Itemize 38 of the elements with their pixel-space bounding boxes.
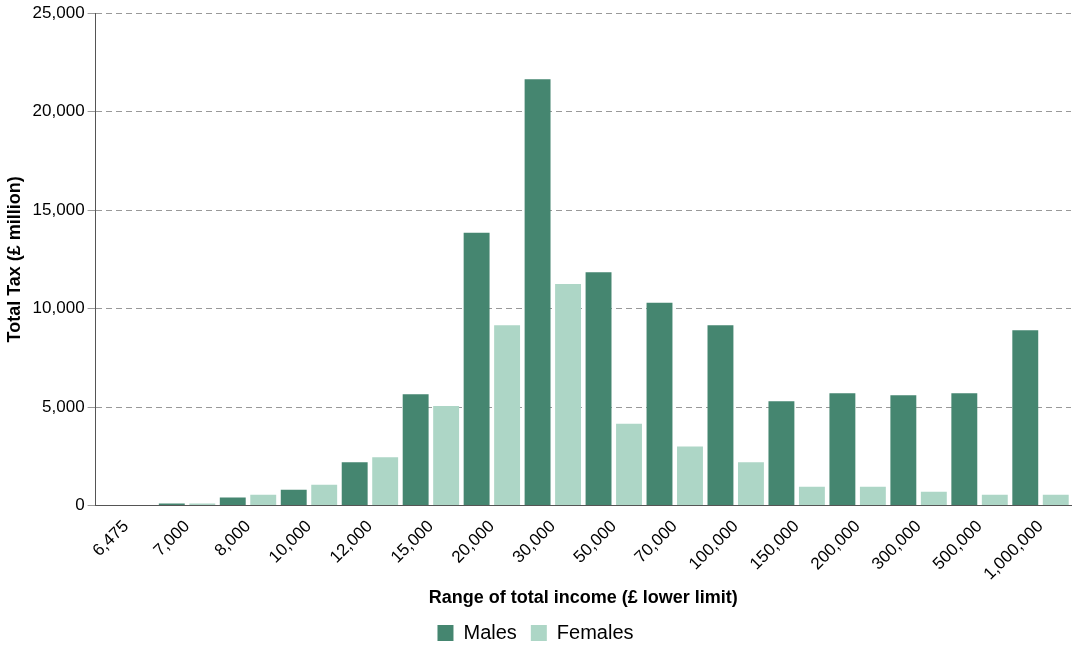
bar (646, 302, 673, 505)
bar (585, 272, 612, 505)
bar (1012, 330, 1039, 505)
y-tick-label: 5,000 (42, 396, 85, 416)
bar (1042, 494, 1069, 505)
bar (463, 232, 490, 505)
bar (677, 446, 703, 505)
bar (494, 325, 521, 505)
bar (737, 462, 764, 505)
bar (433, 406, 460, 505)
y-tick-label: 0 (75, 495, 85, 515)
bar (280, 489, 307, 505)
legend-label: Females (556, 620, 634, 643)
y-tick-label: 15,000 (32, 199, 85, 219)
bar (372, 457, 399, 505)
x-axis-title: Range of total income (£ lower limit) (428, 587, 738, 608)
bar (951, 393, 978, 505)
bar (555, 283, 582, 505)
bar (219, 497, 246, 505)
bar (890, 395, 917, 505)
bar (981, 494, 1008, 505)
bar (402, 394, 429, 505)
legend-label: Males (463, 620, 517, 643)
bar (920, 491, 947, 505)
bar (341, 462, 368, 505)
bar (798, 486, 825, 505)
bar (250, 494, 277, 505)
bar (707, 325, 734, 505)
y-tick-label: 25,000 (32, 2, 85, 22)
bar (768, 401, 795, 505)
bar (311, 484, 338, 505)
y-axis-title: Total Tax (£ million) (3, 176, 24, 343)
bar (616, 423, 642, 505)
bar (829, 393, 856, 505)
bar (524, 79, 551, 505)
y-tick-label: 20,000 (32, 101, 85, 121)
y-tick-label: 10,000 (32, 298, 85, 318)
bar (859, 486, 886, 505)
